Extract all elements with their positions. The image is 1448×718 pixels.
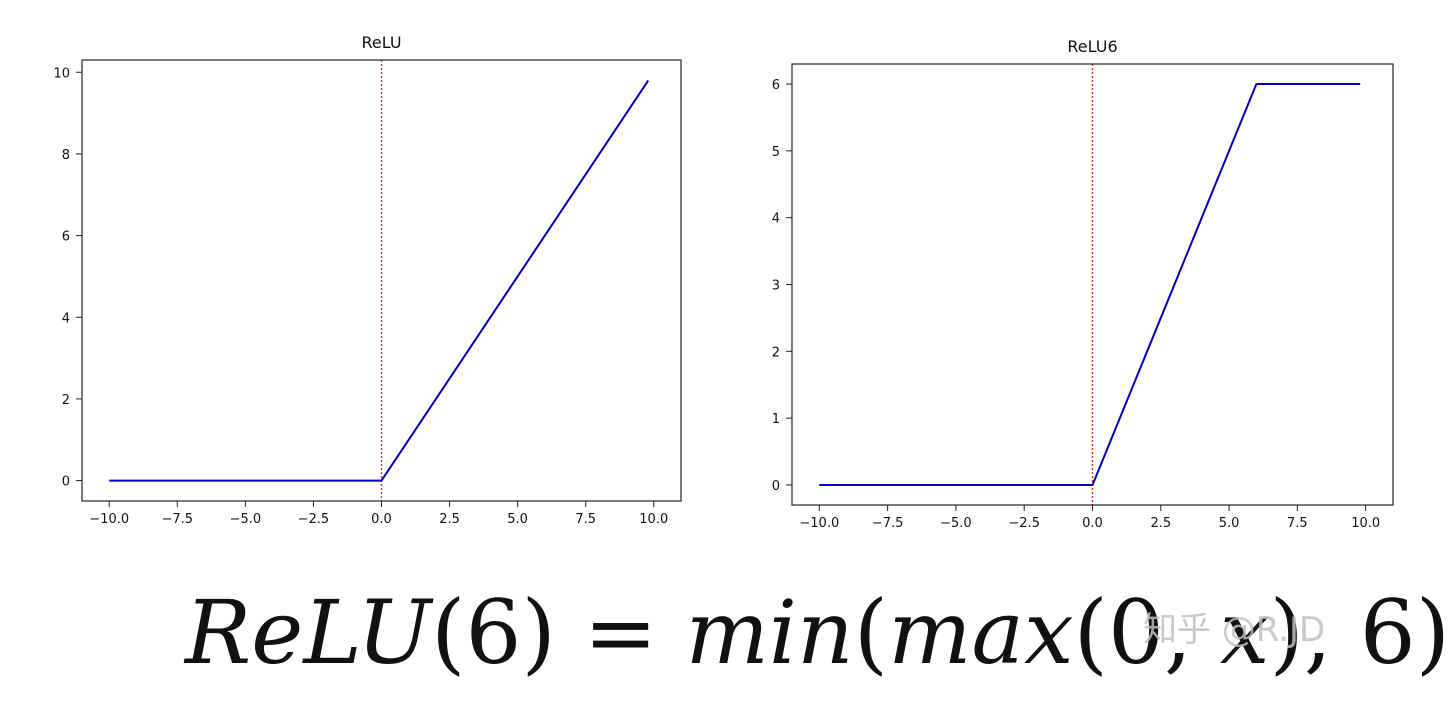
- x-tick-label: −7.5: [872, 516, 904, 531]
- plot-frame: [791, 63, 1394, 506]
- y-tick-label: 5: [772, 145, 780, 160]
- x-tick-label: 7.5: [1287, 516, 1308, 531]
- y-tick-label: 6: [772, 78, 780, 93]
- chart-1: ReLU −10.0 −7.5 −5.0 −2.5 0.0 2.5 5.0 7.5 10.0 0 2 4…: [53, 33, 682, 527]
- formula-close: ), 6): [1269, 581, 1448, 684]
- y-tick-label: 10: [53, 66, 70, 81]
- y-tick-label: 0: [772, 479, 780, 494]
- formula-max: max: [888, 581, 1074, 684]
- x-tick-label: 0.0: [1082, 516, 1103, 531]
- chart-title: ReLU: [361, 33, 401, 52]
- series-line: [109, 79, 650, 482]
- formula-min: min: [685, 581, 854, 684]
- relu6-formula: ReLU(6) = min(max(0, x), 6): [185, 578, 1448, 688]
- x-tick-label: 2.5: [1150, 516, 1171, 531]
- formula-six-equals: (6) =: [431, 581, 686, 684]
- x-tick-label: −10.0: [799, 516, 839, 531]
- x-tick-label: 10.0: [639, 512, 668, 527]
- x-tick-label: 7.5: [575, 512, 596, 527]
- x-tick-label: 5.0: [507, 512, 528, 527]
- chart-2: ReLU6 −10.0 −7.5 −5.0 −2.5 0.0 2.5 5.0 7.5 10.0 0 1…: [772, 37, 1394, 531]
- formula-open-paren: (: [853, 581, 889, 684]
- y-tick-label: 4: [62, 311, 70, 326]
- x-tick-label: −2.5: [298, 512, 330, 527]
- y-tick-label: 8: [62, 148, 70, 163]
- plot-frame: [81, 59, 682, 502]
- x-tick-label: 2.5: [439, 512, 460, 527]
- x-tick-label: 0.0: [371, 512, 392, 527]
- y-tick-label: 0: [62, 475, 70, 490]
- watermark: 知乎 @R.JD: [1143, 610, 1326, 650]
- formula-relu: ReLU: [185, 581, 432, 684]
- y-tick-label: 3: [772, 279, 780, 294]
- x-tick-label: 10.0: [1351, 516, 1380, 531]
- y-tick-label: 4: [772, 212, 780, 227]
- series-line: [819, 83, 1361, 486]
- charts-area: ReLU−10.0 −7.5 −5.0 −2.5 0.0 2.5 5.0 7.5 10.0024…: [53, 33, 1394, 531]
- formula-x: x: [1219, 581, 1270, 684]
- x-tick-label: 5.0: [1219, 516, 1240, 531]
- y-tick-label: 2: [62, 393, 70, 408]
- y-tick-label: 1: [772, 412, 780, 427]
- x-tick-label: −7.5: [162, 512, 194, 527]
- chart-title: ReLU6: [1067, 37, 1117, 56]
- x-tick-label: −2.5: [1008, 516, 1040, 531]
- y-tick-label: 6: [62, 230, 70, 245]
- x-tick-label: −10.0: [89, 512, 129, 527]
- x-tick-label: −5.0: [230, 512, 262, 527]
- formula-zero: (0,: [1073, 581, 1220, 684]
- x-tick-label: −5.0: [940, 516, 972, 531]
- y-tick-label: 2: [772, 345, 780, 360]
